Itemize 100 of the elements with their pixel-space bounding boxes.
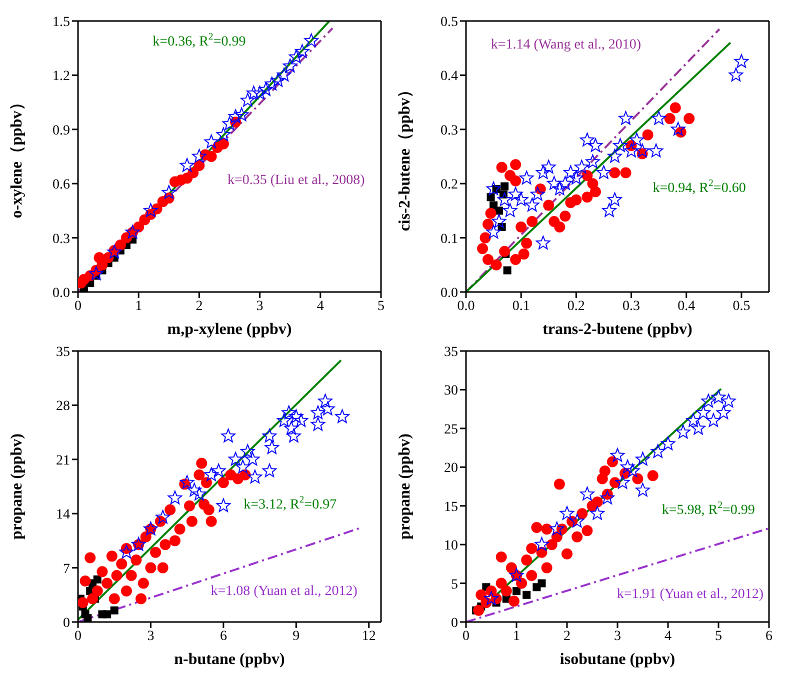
x-axis-title: isobutane (ppbv): [560, 651, 676, 668]
point: [596, 165, 611, 179]
point: [204, 467, 218, 482]
y-tick-label: 20: [444, 461, 458, 476]
point: [276, 413, 292, 427]
point: [599, 466, 610, 477]
point: [174, 524, 186, 535]
point: [87, 593, 98, 604]
point: [126, 570, 137, 582]
point: [211, 464, 226, 478]
point: [78, 597, 88, 608]
point: [620, 460, 635, 474]
point: [518, 248, 530, 260]
y-tick-label: 0.3: [52, 232, 70, 247]
point: [572, 531, 583, 542]
point: [262, 464, 277, 478]
point: [310, 417, 326, 431]
point: [203, 504, 214, 516]
y-tick-label: 0.9: [52, 123, 70, 138]
point: [541, 160, 556, 174]
point: [295, 44, 310, 58]
x-tick-label: 0: [74, 628, 82, 644]
point: [156, 510, 170, 524]
annotation: k=0.94, R$^{2}$=0.60: [652, 178, 746, 196]
point: [111, 570, 122, 582]
x-tick-label: 0.4: [678, 298, 696, 314]
point: [534, 537, 549, 551]
point: [169, 535, 180, 546]
point: [590, 186, 601, 198]
point: [482, 254, 494, 265]
x-axis-title: trans-2-butene (ppbv): [542, 321, 692, 338]
point: [648, 144, 664, 158]
point: [320, 402, 335, 416]
point: [711, 390, 726, 404]
point: [162, 185, 176, 199]
point: [116, 558, 128, 570]
point: [530, 186, 545, 201]
y-tick-label: 35: [56, 344, 70, 360]
point: [245, 452, 260, 466]
point: [506, 562, 517, 574]
x-tick-label: 2: [196, 298, 203, 314]
point: [624, 144, 638, 158]
y-tick-label: 7: [63, 562, 70, 577]
point: [234, 107, 249, 122]
y-tick-label: 28: [56, 399, 70, 414]
point: [108, 593, 120, 604]
x-tick-label: 2: [564, 628, 570, 644]
point: [248, 470, 262, 484]
point: [521, 238, 532, 249]
annotation: k=1.14 (Wang et al., 2010): [490, 38, 642, 53]
x-axis-title: m,p-xylene (ppbv): [167, 321, 292, 338]
point: [187, 482, 202, 497]
x-tick-label: 9: [292, 628, 300, 644]
point: [289, 50, 304, 64]
point: [538, 579, 546, 588]
point: [216, 498, 231, 512]
point: [286, 428, 301, 442]
point: [310, 405, 326, 420]
point: [496, 578, 507, 589]
point: [157, 562, 168, 574]
point: [524, 198, 540, 212]
y-tick-label: 0.2: [440, 178, 458, 193]
point: [192, 486, 206, 500]
point: [647, 470, 658, 482]
point: [618, 111, 633, 125]
point: [636, 482, 650, 497]
point: [335, 409, 350, 423]
point: [252, 86, 267, 100]
point: [564, 165, 578, 179]
y-tick-label: 30: [444, 384, 458, 399]
point: [510, 159, 522, 170]
point: [609, 167, 620, 178]
point: [282, 405, 296, 420]
point: [636, 452, 650, 466]
point: [558, 176, 572, 190]
point: [262, 428, 277, 442]
point: [477, 243, 488, 254]
point: [588, 138, 603, 152]
point: [492, 214, 506, 228]
point: [508, 186, 523, 201]
point: [576, 508, 588, 520]
point: [144, 203, 158, 217]
point: [294, 413, 308, 427]
point: [119, 544, 134, 558]
point: [503, 266, 512, 274]
annotation: k=5.98, R$^{2}$=0.99: [662, 500, 755, 518]
point: [660, 436, 676, 450]
point: [240, 444, 255, 458]
point: [582, 525, 593, 536]
x-tick-label: 3: [614, 628, 621, 644]
y-tick-label: 14: [56, 508, 70, 523]
point: [318, 394, 332, 408]
y-axis-title: o-xylene（ppbv）: [8, 94, 26, 218]
point: [200, 477, 212, 488]
point: [560, 506, 574, 520]
point: [221, 428, 236, 442]
x-tick-label: 5: [715, 628, 722, 644]
x-tick-label: 1: [513, 628, 520, 644]
point: [521, 554, 532, 566]
point: [186, 516, 198, 527]
